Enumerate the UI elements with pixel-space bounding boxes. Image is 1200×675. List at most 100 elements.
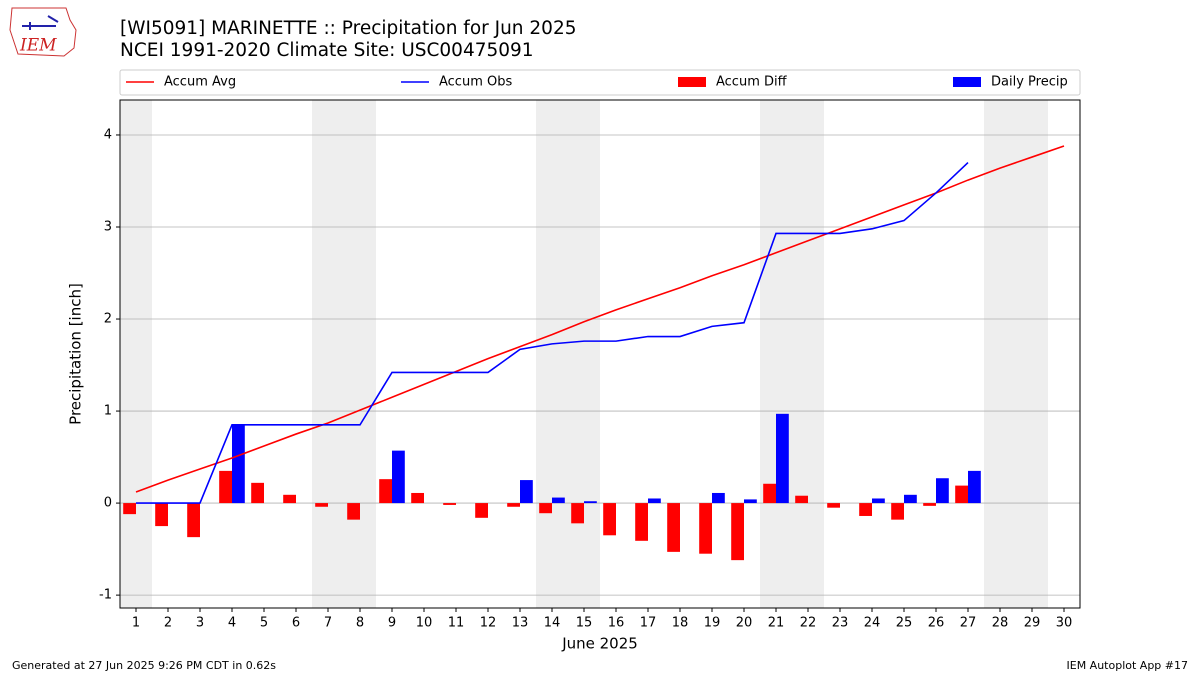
bar <box>571 503 584 524</box>
y-tick-label: 1 <box>104 404 112 419</box>
footer-left: Generated at 27 Jun 2025 9:26 PM CDT in … <box>12 659 276 672</box>
bar <box>827 503 840 508</box>
x-tick-label: 29 <box>1024 616 1041 631</box>
plot-frame <box>119 99 1081 609</box>
logo: IEM <box>9 7 77 57</box>
bar <box>392 450 405 504</box>
y-tick-label: 4 <box>104 127 112 142</box>
bar <box>904 494 917 504</box>
bar <box>315 503 328 507</box>
bar <box>507 503 520 507</box>
bar <box>411 492 424 504</box>
bar <box>187 503 200 538</box>
bar <box>923 503 936 506</box>
y-tick-label: -1 <box>99 588 112 603</box>
bar <box>891 503 904 520</box>
bar <box>955 485 968 504</box>
bar <box>776 413 789 504</box>
weekend-shade <box>984 100 1048 608</box>
x-tick-label: 15 <box>576 616 593 631</box>
legend-swatch <box>678 77 706 87</box>
x-tick-label: 7 <box>324 616 332 631</box>
bar <box>552 497 565 504</box>
line <box>136 161 969 504</box>
weekend-shade <box>120 100 152 608</box>
bar <box>219 470 232 504</box>
x-tick-label: 9 <box>388 616 396 631</box>
y-tick-label: 3 <box>104 220 112 235</box>
x-tick-label: 27 <box>960 616 977 631</box>
x-tick-label: 30 <box>1056 616 1073 631</box>
bar <box>648 498 661 504</box>
x-tick-label: 23 <box>832 616 849 631</box>
legend-label: Daily Precip <box>991 75 1068 90</box>
x-tick-label: 6 <box>292 616 300 631</box>
x-tick-label: 4 <box>228 616 236 631</box>
legend-label: Accum Avg <box>164 75 236 90</box>
legend-label: Accum Obs <box>439 75 512 90</box>
bar <box>731 503 744 561</box>
bar <box>475 503 488 518</box>
bar <box>232 424 245 504</box>
x-tick-label: 1 <box>132 616 140 631</box>
bar <box>443 503 456 505</box>
bar <box>155 503 168 527</box>
bar <box>699 503 712 554</box>
x-tick-label: 25 <box>896 616 913 631</box>
x-tick-label: 28 <box>992 616 1009 631</box>
x-tick-label: 18 <box>672 616 689 631</box>
weekend-shade <box>760 100 824 608</box>
x-tick-label: 17 <box>640 616 657 631</box>
bar <box>251 482 264 504</box>
x-tick-label: 10 <box>416 616 433 631</box>
y-tick-label: 0 <box>104 496 112 511</box>
x-tick-label: 20 <box>736 616 753 631</box>
x-tick-label: 13 <box>512 616 529 631</box>
chart-title: [WI5091] MARINETTE :: Precipitation for … <box>120 18 577 39</box>
x-tick-label: 2 <box>164 616 172 631</box>
bar <box>539 503 552 514</box>
legend-label: Accum Diff <box>716 75 788 90</box>
bar <box>936 478 949 504</box>
x-axis-label: June 2025 <box>561 635 638 653</box>
x-tick-label: 16 <box>608 616 625 631</box>
x-tick-label: 26 <box>928 616 945 631</box>
bar <box>603 503 616 536</box>
bar <box>744 499 757 504</box>
bar <box>872 498 885 504</box>
bar <box>635 503 648 541</box>
x-tick-label: 19 <box>704 616 721 631</box>
x-tick-label: 14 <box>544 616 561 631</box>
bar <box>859 503 872 516</box>
chart-subtitle: NCEI 1991-2020 Climate Site: USC00475091 <box>120 40 534 61</box>
bar <box>123 503 136 515</box>
bar <box>283 494 296 504</box>
bar <box>795 495 808 504</box>
y-tick-label: 2 <box>104 312 112 327</box>
bar <box>968 470 981 504</box>
x-tick-label: 12 <box>480 616 497 631</box>
line <box>135 145 1065 493</box>
bar <box>584 501 597 504</box>
bar <box>347 503 360 520</box>
legend-box <box>119 69 1081 96</box>
x-tick-label: 22 <box>800 616 817 631</box>
y-axis-label: Precipitation [inch] <box>67 283 85 425</box>
weekend-shade <box>536 100 600 608</box>
bar <box>667 503 680 552</box>
logo-text: IEM <box>19 36 57 56</box>
x-tick-label: 8 <box>356 616 364 631</box>
x-tick-label: 24 <box>864 616 881 631</box>
x-tick-label: 21 <box>768 616 785 631</box>
bar <box>379 479 392 504</box>
bar <box>763 483 776 504</box>
bar <box>712 492 725 504</box>
bar <box>520 480 533 504</box>
x-tick-label: 3 <box>196 616 204 631</box>
x-tick-label: 5 <box>260 616 268 631</box>
x-tick-label: 11 <box>448 616 465 631</box>
weekend-shade <box>312 100 376 608</box>
legend-swatch <box>953 77 981 87</box>
